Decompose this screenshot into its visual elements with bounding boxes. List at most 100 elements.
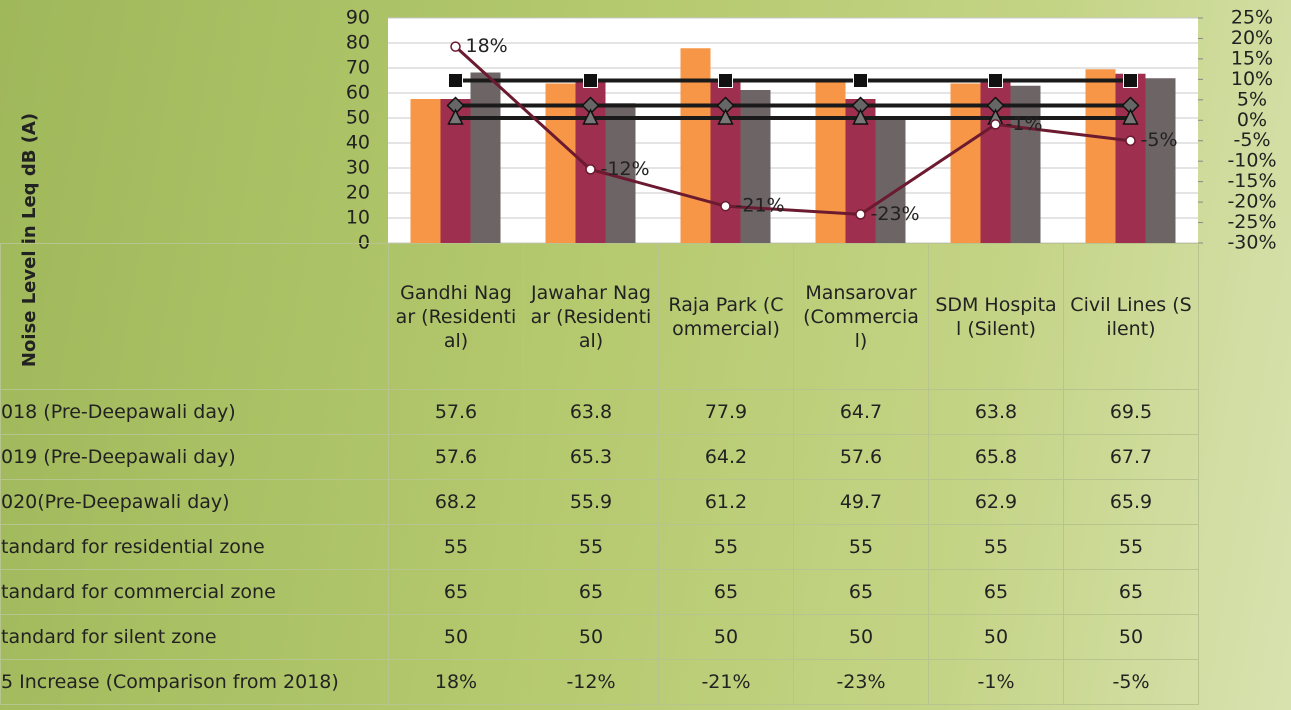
bar — [680, 48, 711, 243]
data-label: -23% — [871, 203, 920, 225]
y-tick-label: 70 — [346, 57, 370, 79]
corner-cell — [0, 243, 389, 390]
legend-label: 020(Pre-Deepawali day) — [0, 479, 389, 525]
bar — [1085, 69, 1116, 243]
table-cell: 65 — [928, 569, 1064, 615]
marker — [720, 200, 731, 212]
table-cell: 61.2 — [658, 479, 794, 525]
legend-label: 019 (Pre-Deepawali day) — [0, 434, 389, 480]
table-cell: 55 — [793, 524, 929, 570]
y2-tick-label: 15% — [1231, 47, 1273, 69]
marker — [582, 108, 599, 125]
table-cell: 50 — [793, 614, 929, 660]
data-label: 18% — [466, 35, 508, 57]
table-row: tandard for silent zone 50 50 50 50 50 50 — [0, 614, 1199, 660]
marker — [1123, 73, 1138, 88]
table-cell: 65.8 — [928, 434, 1064, 480]
x-tick-label: SDM Hospital (Silent) — [928, 243, 1064, 390]
table-cell: 50 — [1063, 614, 1199, 660]
table-cell: 55 — [928, 524, 1064, 570]
bar — [950, 83, 981, 243]
y-tick-label: 50 — [346, 107, 370, 129]
marker — [852, 108, 869, 125]
table-cell: 57.6 — [793, 434, 929, 480]
table-cell: 50 — [523, 614, 659, 660]
y-tick-label: 40 — [346, 132, 370, 154]
marker — [1122, 108, 1139, 125]
marker — [853, 73, 868, 88]
legend-label: 5 Increase (Comparison from 2018) — [0, 659, 389, 705]
y-tick-label: 30 — [346, 157, 370, 179]
table-row: tandard for residential zone 55 55 55 55 55 55 — [0, 524, 1199, 570]
y-tick-label: 20 — [346, 182, 370, 204]
table-cell: -5% — [1063, 659, 1199, 705]
table-row: 019 (Pre-Deepawali day) 57.6 65.3 64.2 57.6 6… — [0, 434, 1199, 480]
table-cell: 55 — [1063, 524, 1199, 570]
legend-label: tandard for commercial zone — [0, 569, 389, 615]
table-cell: 64.7 — [793, 389, 929, 435]
y2-tick-label: -5% — [1234, 129, 1271, 151]
bar — [875, 118, 906, 243]
x-tick-label: Raja Park (Commercial) — [658, 243, 794, 390]
marker — [718, 73, 733, 88]
table-cell: 65 — [388, 569, 524, 615]
table-cell: 55 — [388, 524, 524, 570]
line — [454, 45, 1131, 216]
y-tick-label: 10 — [346, 207, 370, 229]
table-row: 020(Pre-Deepawali day) 68.2 55.9 61.2 49.7 62… — [0, 479, 1199, 525]
marker — [988, 73, 1003, 88]
table-cell: 65.9 — [1063, 479, 1199, 525]
y2-tick-label: -15% — [1227, 170, 1276, 192]
header-row: Gandhi Nagar (Residential) Jawahar Nagar … — [0, 243, 1199, 390]
y2-tick-label: 25% — [1231, 7, 1273, 29]
bar — [740, 90, 771, 243]
y2-tick-label: 0% — [1237, 109, 1267, 131]
y2-tick-label: -20% — [1227, 191, 1276, 213]
table-cell: 65.3 — [523, 434, 659, 480]
table-cell: 77.9 — [658, 389, 794, 435]
table-cell: -21% — [658, 659, 794, 705]
bar — [605, 103, 636, 243]
legend-label: 018 (Pre-Deepawali day) — [0, 389, 389, 435]
marker — [585, 164, 596, 175]
table-cell: 65 — [658, 569, 794, 615]
table-cell: 55 — [658, 524, 794, 570]
plot-area — [388, 18, 1198, 243]
data-label: -5% — [1141, 129, 1178, 151]
table-cell: 49.7 — [793, 479, 929, 525]
y2-tick-label: 5% — [1237, 88, 1267, 110]
marker — [717, 108, 734, 125]
y2-tick-label: -10% — [1227, 150, 1276, 172]
table-cell: 63.8 — [523, 389, 659, 435]
bar — [545, 83, 576, 243]
data-label: -21% — [736, 195, 785, 217]
table-row: 018 (Pre-Deepawali day) 57.6 63.8 77.9 64.7 6… — [0, 389, 1199, 435]
x-tick-label: Gandhi Nagar (Residential) — [388, 243, 524, 390]
marker — [447, 108, 464, 125]
table-cell: 18% — [388, 659, 524, 705]
bar — [470, 72, 501, 243]
table-cell: 69.5 — [1063, 389, 1199, 435]
table-cell: 57.6 — [388, 389, 524, 435]
table-cell: 57.6 — [388, 434, 524, 480]
y-tick-label: 60 — [346, 82, 370, 104]
legend-label: tandard for residential zone — [0, 524, 389, 570]
bar — [1145, 78, 1176, 243]
marker — [448, 73, 463, 88]
y-tick-label: 80 — [346, 32, 370, 54]
table-cell: 65 — [793, 569, 929, 615]
table-cell: -1% — [928, 659, 1064, 705]
table-cell: 55.9 — [523, 479, 659, 525]
legend-label: tandard for silent zone — [0, 614, 389, 660]
y2-tick-label: 20% — [1231, 27, 1273, 49]
bar — [1010, 85, 1041, 243]
table-cell: 50 — [388, 614, 524, 660]
marker — [583, 73, 598, 88]
y2-tick-label: -30% — [1227, 232, 1276, 254]
y-tick-label: 90 — [346, 7, 370, 29]
x-tick-label: Jawahar Nagar (Residential) — [523, 243, 659, 390]
table-cell: -12% — [523, 659, 659, 705]
table-cell: 65 — [1063, 569, 1199, 615]
